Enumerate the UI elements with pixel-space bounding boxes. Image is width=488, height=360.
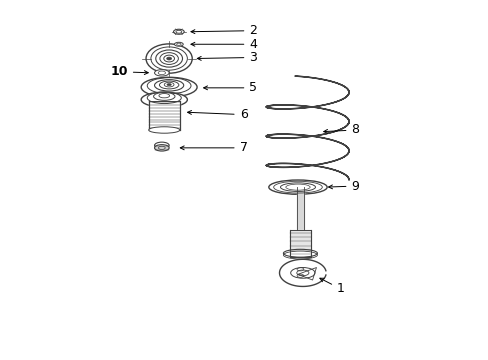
Text: 9: 9 (328, 180, 359, 193)
Ellipse shape (148, 127, 180, 133)
Ellipse shape (268, 180, 326, 194)
Ellipse shape (156, 50, 182, 67)
Ellipse shape (166, 57, 171, 60)
Ellipse shape (174, 42, 183, 46)
Polygon shape (279, 259, 325, 287)
Text: 1: 1 (319, 278, 344, 296)
Ellipse shape (141, 92, 187, 107)
Ellipse shape (154, 145, 169, 151)
Ellipse shape (283, 249, 317, 257)
Text: 3: 3 (197, 51, 257, 64)
Ellipse shape (154, 80, 183, 91)
Text: 6: 6 (187, 108, 247, 121)
Ellipse shape (164, 82, 174, 87)
Text: 4: 4 (191, 38, 257, 51)
Text: 10: 10 (110, 65, 148, 78)
Ellipse shape (163, 55, 174, 62)
Text: 8: 8 (323, 123, 359, 136)
Text: 2: 2 (191, 24, 257, 37)
Ellipse shape (154, 69, 169, 76)
Ellipse shape (166, 84, 171, 86)
Polygon shape (297, 267, 316, 280)
Text: 7: 7 (180, 141, 247, 154)
Ellipse shape (153, 93, 175, 100)
Polygon shape (296, 187, 304, 230)
Ellipse shape (173, 29, 184, 34)
Polygon shape (148, 102, 180, 130)
Ellipse shape (141, 77, 197, 97)
Polygon shape (289, 230, 310, 257)
Ellipse shape (146, 44, 192, 73)
Text: 5: 5 (203, 81, 257, 94)
Ellipse shape (154, 142, 169, 149)
Ellipse shape (280, 183, 315, 192)
